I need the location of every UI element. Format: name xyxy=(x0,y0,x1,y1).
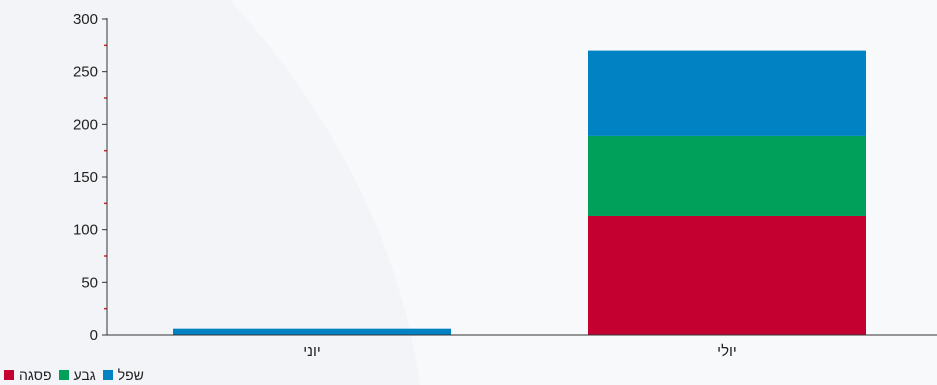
legend-item[interactable]: פסגה xyxy=(4,367,52,383)
y-tick-label: 0 xyxy=(90,327,98,344)
y-tick-label: 200 xyxy=(73,116,98,133)
bars xyxy=(173,50,866,335)
legend-swatch xyxy=(4,370,14,380)
bar-segment[interactable] xyxy=(173,328,451,335)
y-tick-label: 150 xyxy=(73,169,98,186)
legend-label: שפל xyxy=(117,367,144,383)
bar-segment[interactable] xyxy=(588,135,866,216)
legend-item[interactable]: שפל xyxy=(102,367,144,383)
legend-item[interactable]: גבע xyxy=(58,367,96,383)
bar-segment[interactable] xyxy=(588,50,866,136)
y-tick-label: 300 xyxy=(73,11,98,28)
x-category-label: יולי xyxy=(717,343,737,360)
legend-label: גבע xyxy=(73,367,96,383)
legend: פסגה גבע שפל xyxy=(4,366,151,384)
y-axis: 0 50 100 150 200 250 300 xyxy=(73,11,107,344)
y-tick-label: 100 xyxy=(73,222,98,239)
legend-swatch xyxy=(58,370,69,380)
axes xyxy=(106,18,937,336)
x-axis: יוני יולי xyxy=(303,343,737,360)
x-category-label: יוני xyxy=(303,343,321,360)
y-tick-label: 50 xyxy=(81,274,98,291)
bar-segment[interactable] xyxy=(588,215,866,335)
legend-label: פסגה xyxy=(19,367,52,383)
y-tick-label: 250 xyxy=(73,64,98,81)
legend-swatch xyxy=(102,370,113,380)
